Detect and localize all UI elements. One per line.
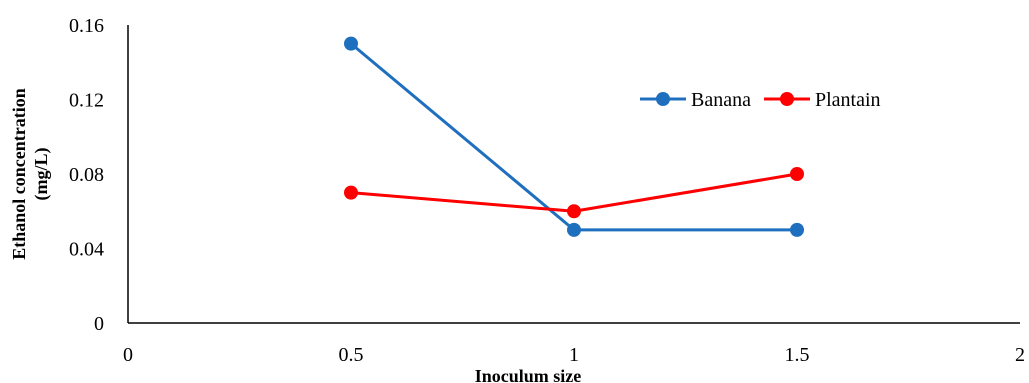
x-tick-label: 0.5 [339, 344, 364, 366]
y-axis-title-line-2: (mg/L) [31, 148, 52, 201]
x-tick-label: 0 [123, 344, 133, 366]
y-tick-label: 0.04 [69, 239, 104, 261]
data-point-banana [344, 36, 358, 51]
y-tick-label: 0 [94, 313, 104, 335]
y-axis-title: Ethanol concentration (mg/L) [9, 88, 52, 260]
x-tick-labels: 0 0.5 1 1.5 2 [123, 344, 1025, 366]
y-tick-label: 0.12 [69, 90, 104, 112]
legend-item-plantain: Plantain [764, 89, 881, 111]
y-tick-label: 0.08 [69, 164, 104, 186]
legend-label-plantain: Plantain [815, 89, 881, 111]
legend-label-banana: Banana [691, 89, 751, 111]
x-tick-label: 1.5 [785, 344, 810, 366]
series-layer [344, 36, 804, 237]
series-line-banana [349, 42, 799, 232]
x-tick-label: 1 [569, 344, 579, 366]
data-point-plantain [344, 185, 358, 200]
axes [127, 25, 1020, 324]
legend-item-banana: Banana [640, 89, 751, 111]
y-tick-label: 0.16 [69, 15, 104, 37]
data-point-plantain [567, 204, 581, 219]
data-point-banana [567, 222, 581, 237]
x-tick-label: 2 [1015, 344, 1025, 366]
x-axis-title: Inoculum size [475, 366, 582, 383]
series-plantain [344, 167, 804, 219]
y-tick-labels: 0 0.04 0.08 0.12 0.16 [69, 15, 104, 335]
y-axis-title-line-1: Ethanol concentration [9, 88, 29, 260]
data-point-plantain [790, 167, 804, 181]
legend: Banana Plantain [640, 89, 881, 111]
series-banana [344, 36, 804, 237]
legend-marker-banana [656, 92, 670, 106]
data-point-banana [790, 222, 804, 237]
legend-marker-plantain [780, 92, 794, 106]
